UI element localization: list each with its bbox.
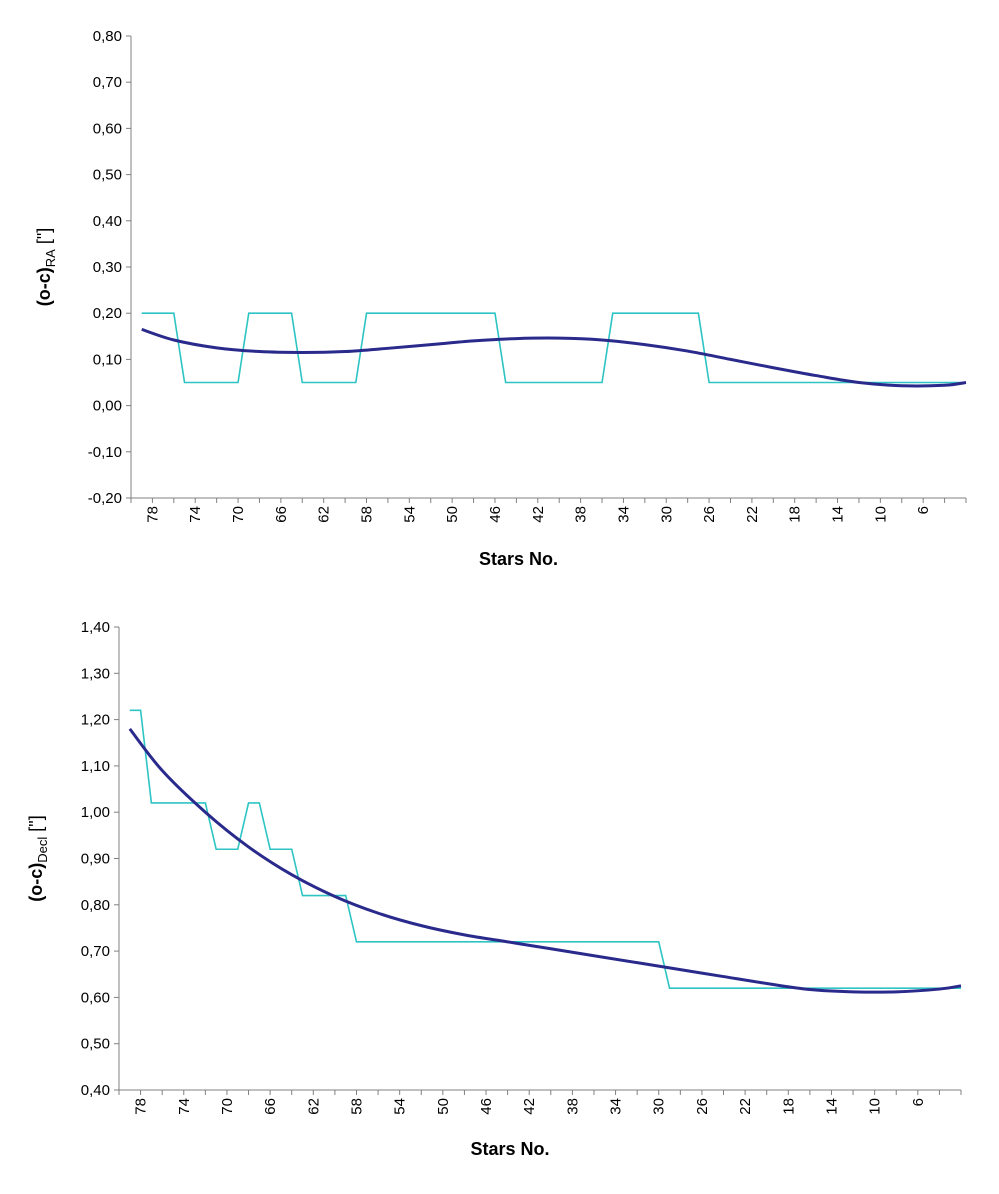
y-tick-label: 1,30 [81,665,110,682]
y-tick-label: 1,00 [81,804,110,821]
y-tick-label: 0,50 [93,167,122,184]
x-tick-label: 18 [780,1098,797,1115]
x-tick-label: 70 [230,506,247,523]
x-tick-label: 58 [359,506,376,523]
x-tick-label: 54 [392,1098,409,1115]
y-axis-title-sub: Decl [35,837,50,863]
y-axis-title: (o-c)RA ["] [34,228,58,306]
x-tick-label: 38 [573,506,590,523]
y-axis-title-unit: ["] [26,815,46,836]
y-axis-ticks: -0,20 -0,10 0,00 0,10 0,20 0,30 0,40 0,50 0,60 0,… [88,28,131,507]
y-tick-label: 0,60 [93,120,122,137]
x-tick-label: 62 [305,1098,322,1115]
y-axis-title: (o-c)Decl ["] [26,815,50,901]
x-tick-label: 50 [435,1098,452,1115]
axes [130,36,966,499]
x-axis-ticks: 78 74 70 66 62 58 54 50 46 42 38 34 30 26 22 18 14 10 6 [130,498,967,523]
x-tick-label: 30 [658,506,675,523]
x-tick-label: 14 [823,1098,840,1115]
x-tick-label: 34 [615,506,632,523]
x-tick-label: 78 [144,506,161,523]
y-tick-label: 0,20 [93,305,122,322]
x-tick-label: 78 [133,1098,150,1115]
chart-ra: -0,20 -0,10 0,00 0,10 0,20 0,30 0,40 0,50 0,60 0,… [34,28,967,569]
x-axis-title: Stars No. [479,549,558,569]
x-tick-label: 74 [187,506,204,523]
y-axis-title-main: (o-c) [26,863,46,902]
x-tick-label: 22 [737,1098,754,1115]
x-tick-label: 70 [219,1098,236,1115]
y-axis-title-main: (o-c) [34,267,54,306]
y-tick-label: 0,60 [81,989,110,1006]
y-tick-label: 0,30 [93,259,122,276]
x-tick-label: 66 [273,506,290,523]
x-tick-label: 30 [651,1098,668,1115]
x-tick-label: 62 [316,506,333,523]
plot-area [141,312,967,388]
plot-area [128,709,962,994]
x-tick-label: 54 [401,506,418,523]
y-tick-label: 0,80 [93,28,122,45]
y-axis-title-unit: ["] [34,228,54,249]
y-tick-label: -0,20 [88,490,122,507]
chart-decl: 0,40 0,50 0,60 0,70 0,80 0,90 1,00 1,10 1,20 1,30… [26,619,962,1159]
y-tick-label: 1,40 [81,619,110,636]
x-axis-title: Stars No. [470,1139,549,1159]
y-tick-label: 0,80 [81,897,110,914]
y-tick-label: -0,10 [88,444,122,461]
y-tick-label: 0,10 [93,351,122,368]
x-tick-label: 66 [262,1098,279,1115]
y-tick-label: 0,70 [93,74,122,91]
x-tick-label: 14 [830,506,847,523]
y-tick-label: 0,90 [81,851,110,868]
x-tick-label: 42 [530,506,547,523]
x-tick-label: 6 [910,1098,927,1106]
x-tick-label: 22 [744,506,761,523]
y-tick-label: 0,50 [81,1036,110,1053]
y-tick-label: 1,20 [81,712,110,729]
x-tick-label: 26 [694,1098,711,1115]
y-tick-label: 0,00 [93,398,122,415]
x-tick-label: 46 [487,506,504,523]
y-tick-label: 0,40 [81,1082,110,1099]
x-tick-label: 74 [176,1098,193,1115]
x-tick-label: 6 [915,506,932,514]
x-tick-label: 18 [787,506,804,523]
x-tick-label: 10 [867,1098,884,1115]
x-tick-label: 58 [348,1098,365,1115]
x-tick-label: 38 [564,1098,581,1115]
x-tick-label: 46 [478,1098,495,1115]
x-axis-ticks: 78 74 70 66 62 58 54 50 46 42 38 34 30 26 22 18 14 10 6 [118,1090,962,1115]
x-tick-label: 10 [872,506,889,523]
x-tick-label: 50 [444,506,461,523]
y-tick-label: 0,70 [81,943,110,960]
trend-line [128,727,962,994]
x-tick-label: 42 [521,1098,538,1115]
y-axis-ticks: 0,40 0,50 0,60 0,70 0,80 0,90 1,00 1,10 1,20 1,30… [81,619,119,1099]
y-tick-label: 1,10 [81,758,110,775]
y-tick-label: 0,40 [93,213,122,230]
x-tick-label: 34 [608,1098,625,1115]
trend-line [141,327,967,388]
axes [118,627,961,1091]
x-tick-label: 26 [701,506,718,523]
stepped-line [141,312,966,384]
y-axis-title-sub: RA [43,249,58,267]
